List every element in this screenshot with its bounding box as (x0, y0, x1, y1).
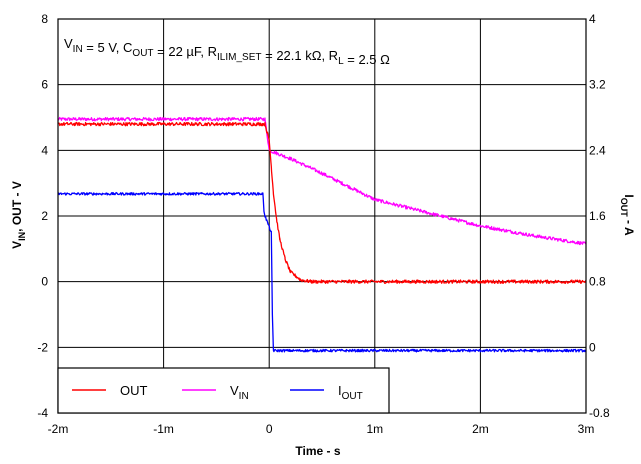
y-axis-label-right: IOUT - A (619, 194, 636, 236)
conditions-subscript: L (338, 56, 344, 67)
left-tick-label: -4 (37, 406, 48, 420)
y-axis-label-left: VIN, OUT - V (10, 181, 27, 249)
x-tick-label: 2m (472, 422, 489, 436)
legend-label-main: I (338, 383, 342, 398)
axis-label-main: I (622, 194, 636, 197)
legend-item-out: OUT (72, 383, 148, 398)
right-tick-label: 3.2 (589, 78, 606, 92)
conditions-text: = 2.5 Ω (344, 52, 390, 67)
left-tick-labels: 8 6 4 2 0 -2 -4 (37, 12, 48, 420)
axis-label-rest: , OUT - V (10, 181, 24, 232)
legend: OUT VIN IOUT (57, 367, 390, 414)
left-tick-label: 2 (41, 209, 48, 223)
conditions-subscript: IN (73, 44, 83, 55)
conditions-subscript: OUT (132, 48, 153, 59)
conditions-text: = 22.1 kΩ, R (262, 48, 339, 63)
legend-box (57, 367, 390, 414)
x-tick-labels: -2m -1m 0 1m 2m 3m (48, 422, 595, 436)
left-tick-label: 8 (41, 12, 48, 26)
series-line-vin (57, 116, 587, 246)
legend-item-iout: IOUT (290, 383, 363, 402)
conditions-text: V (64, 36, 73, 51)
conditions-text: = 5 V, C (83, 40, 133, 55)
series-line-iout (57, 191, 587, 353)
conditions-subscript: ILIM_SET (217, 52, 261, 63)
legend-label: VIN (230, 383, 249, 402)
conditions-annotation: VIN = 5 V, COUT = 22 µF, RILIM_SET = 22.… (64, 36, 390, 67)
left-tick-label: 6 (41, 78, 48, 92)
left-tick-label: -2 (37, 340, 48, 354)
axis-label-subscript: IN (17, 232, 27, 241)
conditions-text: = 22 µF, R (154, 44, 218, 59)
x-axis-label: Time - s (295, 444, 340, 458)
x-tick-label: 0 (266, 422, 273, 436)
legend-item-vin: VIN (182, 383, 249, 402)
x-tick-label: 3m (578, 422, 595, 436)
x-tick-label: -1m (153, 422, 174, 436)
legend-label: IOUT (338, 383, 363, 402)
right-tick-label: 0 (589, 340, 596, 354)
left-tick-label: 4 (41, 143, 48, 157)
right-tick-labels: 4 3.2 2.4 1.6 0.8 0 -0.8 (589, 12, 610, 420)
x-tick-label: 1m (366, 422, 383, 436)
left-tick-label: 0 (41, 275, 48, 289)
right-tick-label: 2.4 (589, 143, 606, 157)
axis-label-rest: - A (622, 217, 636, 236)
right-tick-label: 1.6 (589, 209, 606, 223)
right-tick-label: 0.8 (589, 275, 606, 289)
axis-label-main: V (10, 241, 24, 249)
axis-label-subscript: OUT (619, 198, 629, 218)
legend-label-main: V (230, 383, 239, 398)
plot-series-group (57, 116, 587, 353)
x-tick-label: -2m (48, 422, 69, 436)
legend-label-subscript: IN (239, 391, 249, 402)
legend-items: OUT VIN IOUT (72, 383, 363, 402)
series-line-out (57, 121, 587, 284)
legend-label-subscript: OUT (342, 391, 363, 402)
right-tick-label: -0.8 (589, 406, 610, 420)
right-tick-label: 4 (589, 12, 596, 26)
legend-label-main: OUT (120, 383, 148, 398)
legend-label: OUT (120, 383, 148, 398)
